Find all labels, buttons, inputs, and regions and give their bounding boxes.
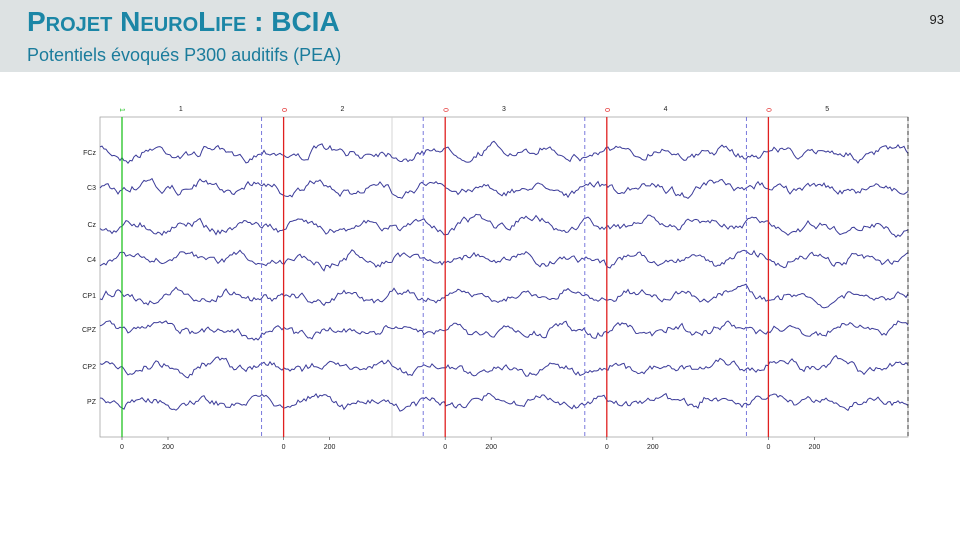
channel-label: CPZ: [82, 327, 97, 334]
epoch-number: 4: [664, 106, 668, 113]
channel-label: C3: [87, 185, 96, 192]
channel-label: CP2: [82, 364, 96, 371]
epoch-number: 2: [340, 106, 344, 113]
eeg-trace: [99, 392, 909, 412]
x-tick-label: 0: [120, 444, 124, 451]
epoch-number: 1: [179, 106, 183, 113]
event-marker: 0: [441, 108, 448, 112]
channel-label: PZ: [87, 399, 97, 406]
channel-label: FCz: [83, 150, 96, 157]
x-tick-label: 200: [647, 444, 659, 451]
slide-title: Projet NeuroLife : BCIA: [27, 6, 340, 37]
eeg-trace: [99, 249, 909, 272]
epoch-number: 5: [825, 106, 829, 113]
event-marker: 0: [603, 108, 610, 112]
x-tick-label: 200: [162, 444, 174, 451]
x-tick-label: 0: [766, 444, 770, 451]
header-band: [0, 0, 960, 72]
epoch-number: 3: [502, 106, 506, 113]
x-tick-label: 0: [282, 444, 286, 451]
plot-frame: [99, 116, 909, 438]
event-marker: 1: [118, 108, 125, 112]
eeg-trace: [99, 177, 909, 200]
slide-subtitle: Potentiels évoqués P300 auditifs (PEA): [27, 45, 342, 65]
eeg-trace: [99, 140, 909, 165]
x-tick-label: 200: [809, 444, 821, 451]
event-marker: 0: [765, 108, 772, 112]
page-number: 93: [929, 12, 944, 27]
eeg-trace: [99, 283, 909, 309]
channel-label: CP1: [82, 293, 96, 300]
x-tick-label: 0: [605, 444, 609, 451]
event-marker: 0: [280, 108, 287, 112]
eeg-trace: [99, 320, 909, 341]
eeg-trace: [99, 213, 909, 238]
x-tick-label: 200: [485, 444, 497, 451]
eeg-trace: [99, 354, 909, 379]
channel-label: Cz: [87, 222, 96, 229]
x-tick-label: 200: [324, 444, 336, 451]
channel-label: C4: [87, 257, 96, 264]
x-tick-label: 0: [443, 444, 447, 451]
